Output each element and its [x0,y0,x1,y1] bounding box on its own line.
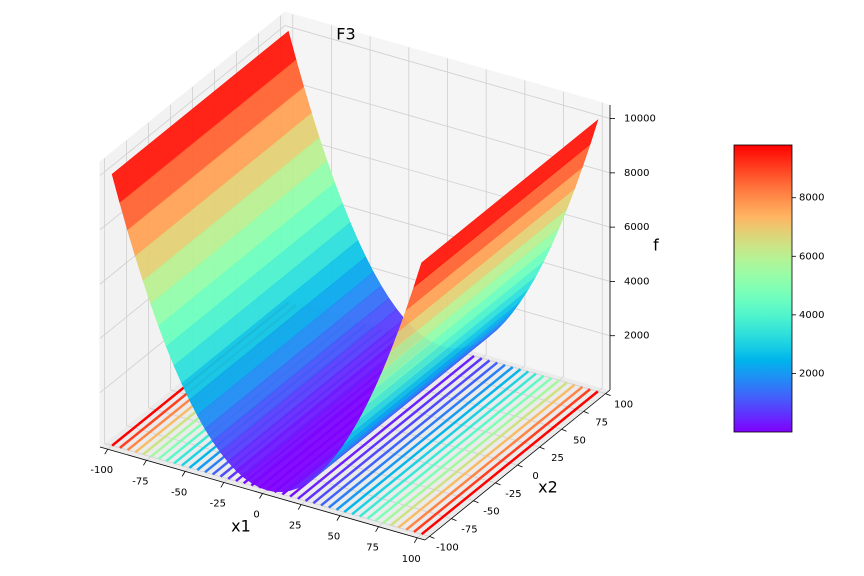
floor-contour [320,361,499,507]
colorbar-tick-label: 8000 [799,193,824,204]
colorbar-bar [733,144,793,433]
floor-contour [420,390,599,536]
floor-contour [328,363,506,509]
x-tick [181,471,186,477]
x-tick [143,460,147,466]
floor-contour [343,368,522,514]
tick-label: -75 [461,525,477,536]
colorbar-tick-label: 2000 [799,368,824,379]
floor-contour [389,381,568,527]
floor-contour [405,385,584,531]
x-tick [220,482,225,488]
axis-line [424,389,611,541]
y-tick [451,518,457,521]
floor-contour [397,383,576,529]
grid-line [284,25,611,119]
colorbar-tick-label: 6000 [799,251,824,262]
tick-label: 2000 [624,331,649,342]
y-tick [583,411,589,414]
y-tick [473,500,479,504]
tick-label: 75 [595,417,608,428]
tick-label: 0 [532,471,538,482]
x-axis-label: x1 [231,517,251,536]
tick-label: -100 [436,542,459,553]
y-tick [561,428,567,432]
tick-label: -50 [171,487,187,498]
floor-contour [297,354,475,500]
grid-line [99,25,286,176]
y-tick [539,446,545,450]
floor-contour [366,374,545,520]
x-tick [413,537,418,543]
floor-contour [358,372,537,518]
tick-label: -25 [505,489,521,500]
floor-contour [351,370,530,516]
tick-label: 0 [253,510,259,521]
x-tick [259,493,263,499]
x-tick [375,526,379,532]
floor-contour [335,366,514,511]
y-tick [495,482,501,486]
tick-label: -50 [483,507,499,518]
tick-label: 25 [289,521,302,532]
x-tick [297,504,302,510]
tick-label: -100 [90,465,113,476]
tick-label: 50 [573,435,586,446]
tick-label: -25 [210,498,226,509]
floor-contour [312,359,491,505]
x-tick [104,449,109,455]
y-axis-label: x2 [538,478,558,497]
floor-contour [413,388,591,533]
surface-strip [413,119,599,288]
y-tick [429,536,435,539]
chart-title: F3 [336,25,355,44]
z-axis-label: f [653,236,659,255]
tick-label: 10000 [624,114,656,125]
surface [111,30,599,493]
tick-label: 4000 [624,276,649,287]
floor-contour [304,357,483,502]
tick-label: 100 [614,400,633,411]
labels: -100-75-50-250255075100-100-75-50-250255… [90,105,656,565]
x-tick [336,515,341,521]
colorbar-tick-label: 4000 [799,310,824,321]
tick-label: 6000 [624,222,649,233]
tick-label: 50 [328,532,341,543]
tick-label: 8000 [624,168,649,179]
axis-line [99,446,426,541]
floor-contour [374,377,553,522]
floor-contour [382,379,560,525]
y-tick [517,464,523,468]
colorbar: 2000 4000 6000 8000 [733,144,824,433]
y-tick [605,393,611,396]
tick-label: 75 [366,543,379,554]
tick-label: 100 [402,554,421,565]
tick-label: 25 [551,453,564,464]
tick-label: -75 [132,476,148,487]
